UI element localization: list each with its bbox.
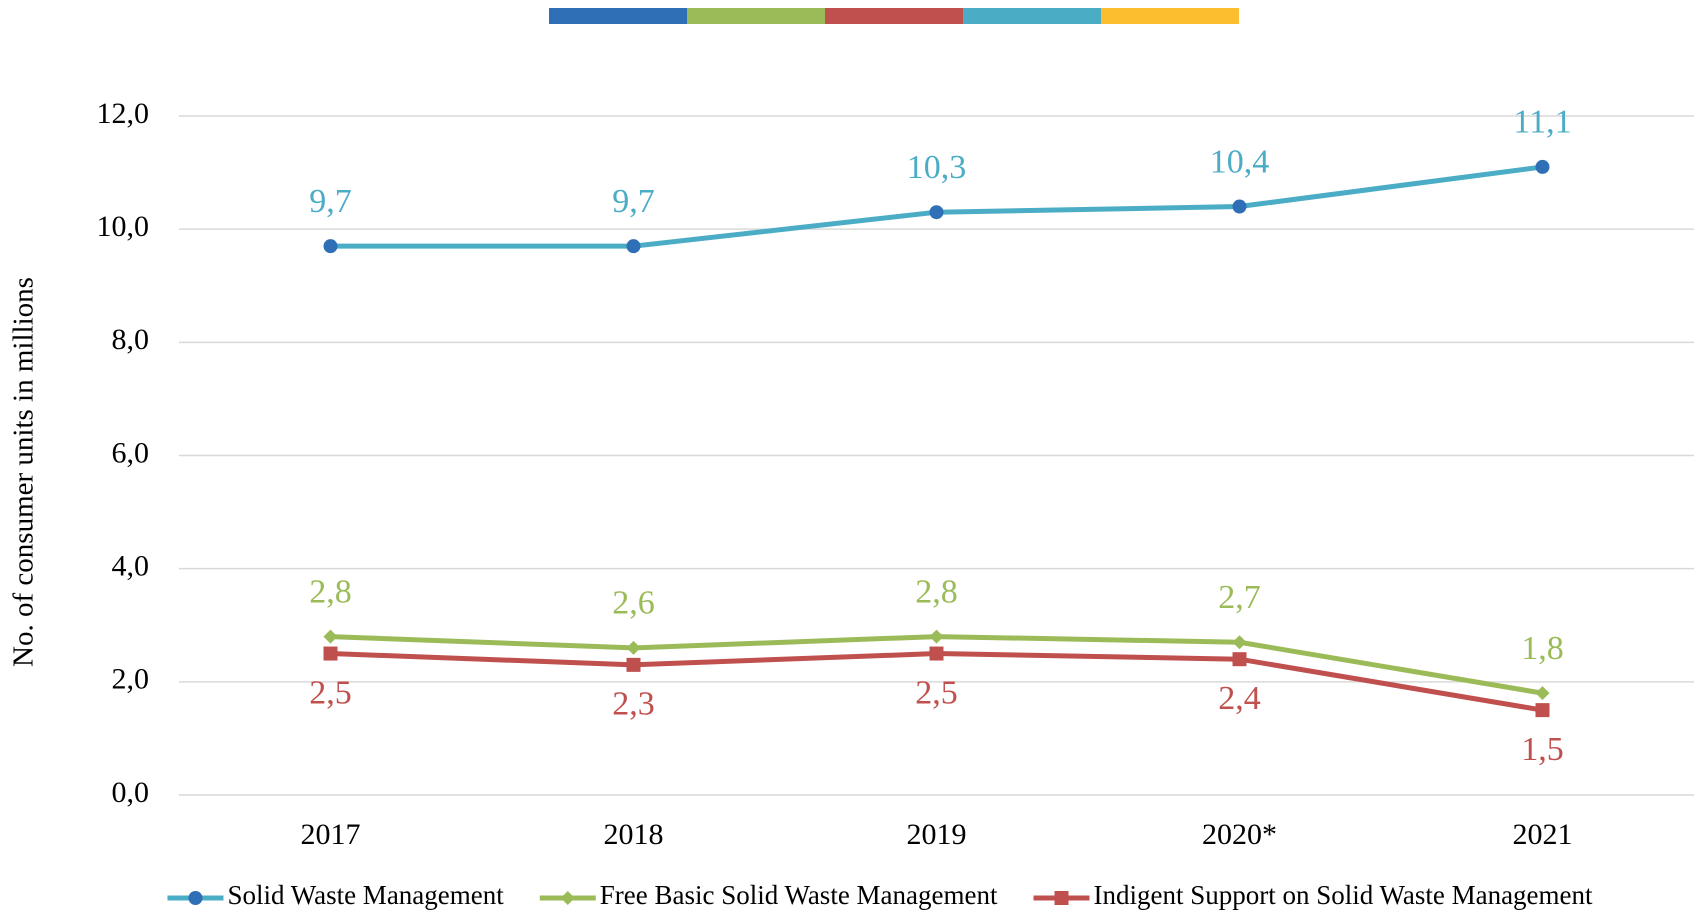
series: 9,7 9,7 10,3 10,4 11,1	[309, 104, 1572, 254]
point	[929, 205, 944, 220]
x-tick-label: 2018	[604, 818, 664, 851]
point	[1232, 635, 1247, 650]
y-tick-label: 0,0	[112, 776, 150, 809]
strip-segment	[687, 8, 825, 24]
legend-marker	[188, 891, 203, 905]
data-label: 2,5	[915, 674, 958, 711]
data-label: 10,3	[907, 149, 967, 186]
legend-item: Free Basic Solid Waste Management	[539, 880, 998, 910]
series: 2,8 2,6 2,8 2,7 1,8	[309, 573, 1564, 701]
data-label: 10,4	[1210, 143, 1270, 180]
legend-label: Free Basic Solid Waste Management	[600, 880, 998, 910]
data-label: 2,7	[1218, 579, 1261, 616]
y-tick-label: 4,0	[112, 550, 150, 583]
point	[929, 646, 944, 661]
legend-label: Solid Waste Management	[227, 880, 504, 910]
strip-segment	[825, 8, 963, 24]
y-tick-label: 6,0	[112, 436, 150, 469]
series: 2,5 2,3 2,5 2,4 1,5	[309, 646, 1564, 768]
data-label: 9,7	[612, 183, 655, 220]
legend-marker	[560, 891, 575, 905]
legend-item: Indigent Support on Solid Waste Manageme…	[1033, 880, 1594, 910]
x-tick-label: 2017	[301, 818, 361, 851]
legend: Solid Waste Management Free Basic Solid W…	[167, 880, 1593, 910]
legend-item: Solid Waste Management	[167, 880, 504, 910]
data-label: 2,8	[309, 573, 352, 610]
legend-label: Indigent Support on Solid Waste Manageme…	[1094, 880, 1594, 910]
point	[1232, 199, 1247, 214]
point	[323, 646, 338, 661]
data-label: 2,5	[309, 674, 352, 711]
point	[626, 657, 641, 672]
point	[1232, 652, 1247, 667]
legend-marker	[1054, 891, 1069, 905]
strip-segment	[549, 8, 687, 24]
data-label: 2,6	[612, 585, 655, 622]
point	[626, 640, 641, 655]
point	[1535, 686, 1550, 701]
point	[1535, 159, 1550, 174]
point	[1535, 703, 1550, 718]
y-tick-label: 8,0	[112, 323, 150, 356]
x-tick-label: 2021	[1513, 818, 1573, 851]
point	[626, 239, 641, 254]
data-label: 2,3	[612, 686, 655, 723]
y-tick-label: 2,0	[112, 663, 150, 696]
x-tick-label: 2019	[907, 818, 967, 851]
data-label: 9,7	[309, 183, 352, 220]
data-label: 1,8	[1521, 630, 1564, 667]
point	[929, 629, 944, 644]
y-axis-title: No. of consumer units in millions	[8, 277, 40, 667]
data-label: 2,4	[1218, 680, 1261, 717]
x-tick-label: 2020*	[1202, 818, 1277, 851]
data-label: 11,1	[1513, 104, 1571, 141]
data-label: 2,8	[915, 573, 958, 610]
point	[323, 239, 338, 254]
decor-strip	[549, 8, 1239, 24]
strip-segment	[963, 8, 1101, 24]
y-tick-label: 10,0	[97, 210, 150, 243]
point	[323, 629, 338, 644]
strip-segment	[1101, 8, 1239, 24]
y-tick-label: 12,0	[97, 97, 150, 130]
data-label: 1,5	[1521, 731, 1564, 768]
